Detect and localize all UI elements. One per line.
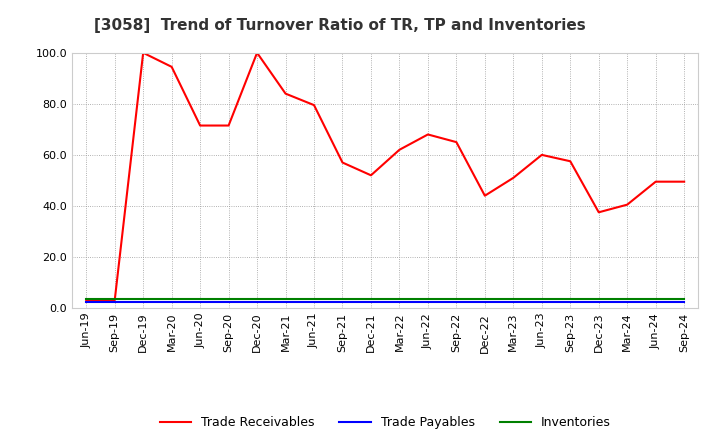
Trade Receivables bbox=[652, 179, 660, 184]
Trade Receivables bbox=[680, 179, 688, 184]
Trade Payables bbox=[110, 299, 119, 304]
Trade Payables bbox=[139, 299, 148, 304]
Inventories bbox=[139, 297, 148, 302]
Trade Payables bbox=[82, 299, 91, 304]
Inventories bbox=[225, 297, 233, 302]
Trade Receivables bbox=[82, 298, 91, 303]
Trade Payables bbox=[366, 299, 375, 304]
Inventories bbox=[623, 297, 631, 302]
Inventories bbox=[395, 297, 404, 302]
Trade Receivables bbox=[395, 147, 404, 152]
Inventories bbox=[566, 297, 575, 302]
Inventories bbox=[680, 297, 688, 302]
Trade Payables bbox=[509, 299, 518, 304]
Trade Receivables bbox=[310, 103, 318, 108]
Trade Payables bbox=[225, 299, 233, 304]
Trade Receivables bbox=[366, 172, 375, 178]
Inventories bbox=[452, 297, 461, 302]
Line: Trade Receivables: Trade Receivables bbox=[86, 53, 684, 301]
Inventories bbox=[537, 297, 546, 302]
Trade Receivables bbox=[537, 152, 546, 158]
Trade Payables bbox=[253, 299, 261, 304]
Inventories bbox=[82, 297, 91, 302]
Inventories bbox=[366, 297, 375, 302]
Trade Payables bbox=[623, 299, 631, 304]
Trade Payables bbox=[480, 299, 489, 304]
Text: [3058]  Trend of Turnover Ratio of TR, TP and Inventories: [3058] Trend of Turnover Ratio of TR, TP… bbox=[94, 18, 585, 33]
Inventories bbox=[652, 297, 660, 302]
Trade Receivables bbox=[139, 50, 148, 55]
Trade Payables bbox=[423, 299, 432, 304]
Trade Payables bbox=[338, 299, 347, 304]
Trade Receivables bbox=[423, 132, 432, 137]
Inventories bbox=[282, 297, 290, 302]
Trade Receivables bbox=[509, 175, 518, 180]
Trade Payables bbox=[566, 299, 575, 304]
Inventories bbox=[253, 297, 261, 302]
Trade Receivables bbox=[338, 160, 347, 165]
Trade Receivables bbox=[452, 139, 461, 145]
Trade Payables bbox=[282, 299, 290, 304]
Legend: Trade Receivables, Trade Payables, Inventories: Trade Receivables, Trade Payables, Inven… bbox=[155, 411, 616, 434]
Trade Payables bbox=[680, 299, 688, 304]
Inventories bbox=[480, 297, 489, 302]
Inventories bbox=[595, 297, 603, 302]
Trade Payables bbox=[537, 299, 546, 304]
Trade Payables bbox=[595, 299, 603, 304]
Trade Receivables bbox=[566, 159, 575, 164]
Inventories bbox=[310, 297, 318, 302]
Trade Payables bbox=[310, 299, 318, 304]
Inventories bbox=[338, 297, 347, 302]
Trade Receivables bbox=[225, 123, 233, 128]
Inventories bbox=[110, 297, 119, 302]
Trade Receivables bbox=[253, 50, 261, 55]
Trade Payables bbox=[167, 299, 176, 304]
Inventories bbox=[167, 297, 176, 302]
Trade Payables bbox=[652, 299, 660, 304]
Trade Receivables bbox=[595, 210, 603, 215]
Inventories bbox=[509, 297, 518, 302]
Trade Receivables bbox=[167, 64, 176, 70]
Trade Payables bbox=[452, 299, 461, 304]
Trade Receivables bbox=[480, 193, 489, 198]
Inventories bbox=[196, 297, 204, 302]
Trade Payables bbox=[196, 299, 204, 304]
Inventories bbox=[423, 297, 432, 302]
Trade Receivables bbox=[282, 91, 290, 96]
Trade Receivables bbox=[110, 298, 119, 303]
Trade Payables bbox=[395, 299, 404, 304]
Trade Receivables bbox=[196, 123, 204, 128]
Trade Receivables bbox=[623, 202, 631, 207]
